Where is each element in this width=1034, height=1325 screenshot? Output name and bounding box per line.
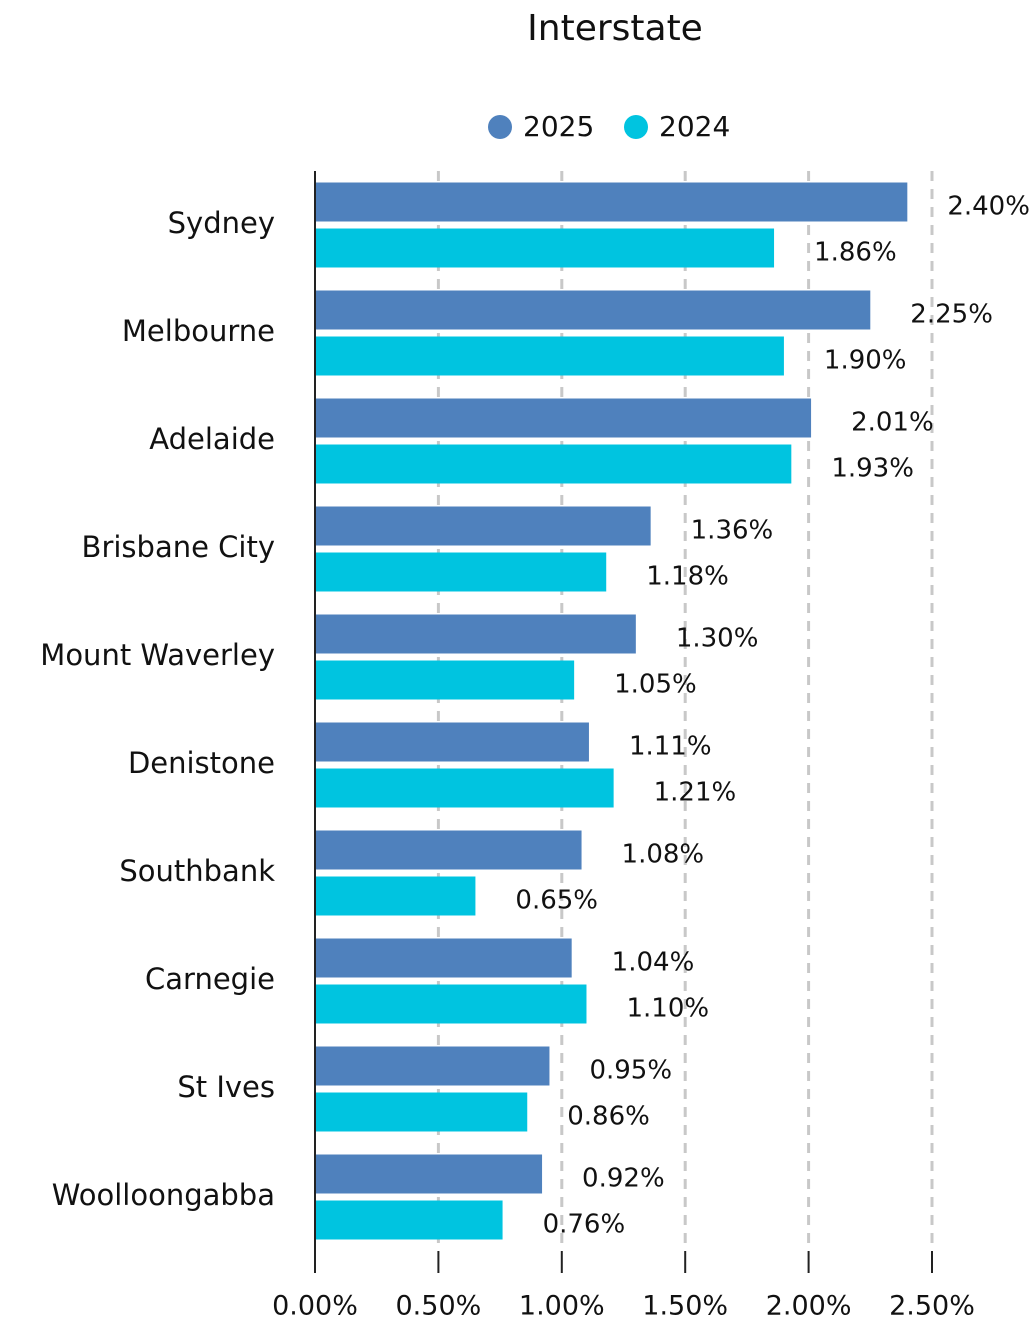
y-tick-label: Carnegie xyxy=(145,962,275,996)
x-tick-label: 1.00% xyxy=(519,1291,605,1322)
value-label: 2.25% xyxy=(910,300,993,330)
bar xyxy=(315,768,614,808)
value-label: 2.01% xyxy=(851,408,934,438)
legend-swatch xyxy=(624,115,648,139)
value-label: 1.93% xyxy=(831,454,914,484)
bar xyxy=(315,876,476,916)
y-tick-label: Mount Waverley xyxy=(40,638,275,672)
y-tick-label: St Ives xyxy=(177,1070,275,1104)
legend-label: 2024 xyxy=(659,110,730,143)
y-tick-label: Sydney xyxy=(168,206,275,240)
value-label: 2.40% xyxy=(947,192,1030,222)
y-tick-label: Denistone xyxy=(128,746,275,780)
value-label: 1.05% xyxy=(614,670,697,700)
value-label: 1.18% xyxy=(646,562,729,592)
value-label: 0.86% xyxy=(567,1102,650,1132)
bar xyxy=(315,938,572,978)
y-tick-label: Melbourne xyxy=(122,314,275,348)
value-label: 1.10% xyxy=(626,994,709,1024)
bar xyxy=(315,336,784,376)
bar xyxy=(315,1046,550,1086)
value-label: 1.11% xyxy=(629,732,712,762)
bar xyxy=(315,984,587,1024)
value-label: 1.30% xyxy=(676,624,759,654)
bar xyxy=(315,722,589,762)
value-label: 1.86% xyxy=(814,238,897,268)
x-tick-label: 0.00% xyxy=(272,1291,358,1322)
legend-swatch xyxy=(488,115,512,139)
y-tick-label: Southbank xyxy=(119,854,275,888)
chart-title: Interstate xyxy=(527,8,703,49)
bar xyxy=(315,830,582,870)
value-label: 1.08% xyxy=(622,840,705,870)
x-tick-label: 0.50% xyxy=(396,1291,482,1322)
bar xyxy=(315,228,775,268)
value-label: 1.36% xyxy=(691,516,774,546)
value-label: 1.21% xyxy=(654,778,737,808)
x-tick-label: 1.50% xyxy=(642,1291,728,1322)
bar xyxy=(315,290,871,330)
x-tick-label: 2.00% xyxy=(766,1291,852,1322)
value-label: 0.95% xyxy=(589,1056,672,1086)
value-label: 1.90% xyxy=(824,346,907,376)
bar xyxy=(315,1154,543,1194)
bar xyxy=(315,444,792,484)
bar xyxy=(315,182,908,222)
value-label: 1.04% xyxy=(612,948,695,978)
bar xyxy=(315,506,651,546)
bar xyxy=(315,1092,528,1132)
y-tick-label: Woolloongabba xyxy=(52,1178,275,1212)
value-label: 0.65% xyxy=(515,886,598,916)
x-tick-label: 2.50% xyxy=(889,1291,975,1322)
bar xyxy=(315,552,607,592)
y-tick-label: Brisbane City xyxy=(82,530,275,564)
bar xyxy=(315,1200,503,1240)
value-label: 0.76% xyxy=(543,1210,626,1240)
bar xyxy=(315,660,575,700)
bar xyxy=(315,398,812,438)
bar xyxy=(315,614,636,654)
value-label: 0.92% xyxy=(582,1164,665,1194)
legend-label: 2025 xyxy=(523,110,594,143)
y-tick-label: Adelaide xyxy=(149,422,275,456)
